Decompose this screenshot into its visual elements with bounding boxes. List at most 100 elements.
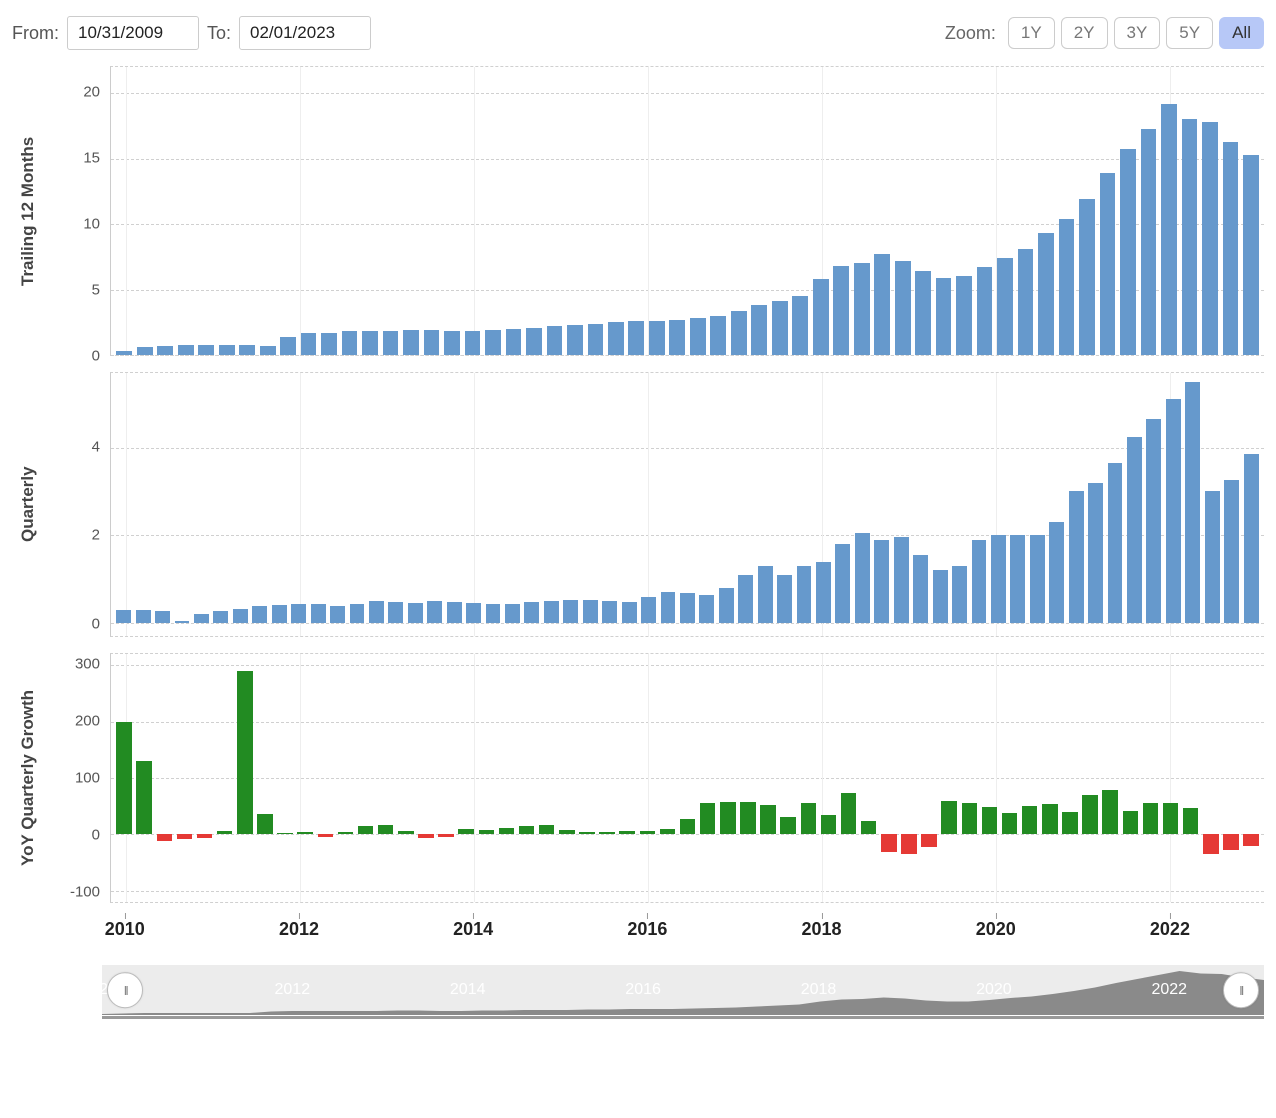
- yoy-bar: [1101, 654, 1119, 902]
- ttm-bar: [260, 346, 276, 355]
- ttm-ylabel: Trailing 12 Months: [12, 66, 44, 356]
- quarterly-bar: [175, 621, 190, 623]
- navigator-track: 2010201220142016201820202022: [102, 965, 1264, 1015]
- xaxis-tick: 2020: [976, 919, 1016, 940]
- ttm-bar: [157, 346, 173, 355]
- ttm-bar: [710, 316, 726, 355]
- zoom-button-1y[interactable]: 1Y: [1008, 17, 1055, 49]
- quarterly-bar: [408, 603, 423, 623]
- quarterly-bar: [583, 600, 598, 623]
- ttm-bar: [833, 266, 849, 355]
- yoy-bar: [759, 654, 777, 902]
- quarterly-bar: [388, 602, 403, 623]
- quarterly-bar: [194, 614, 209, 623]
- quarterly-bar: [466, 603, 481, 623]
- ttm-bar: [137, 347, 153, 355]
- quarterly-bar: [835, 544, 850, 623]
- from-date-input[interactable]: [67, 16, 199, 50]
- yoy-bar: [377, 654, 395, 902]
- quarterly-bar: [602, 601, 617, 623]
- yoy-bar: [980, 654, 998, 902]
- quarterly-bar: [1185, 382, 1200, 623]
- zoom-button-3y[interactable]: 3Y: [1114, 17, 1161, 49]
- ttm-bar: [485, 330, 501, 355]
- ttm-bar: [239, 345, 255, 355]
- to-date-input[interactable]: [239, 16, 371, 50]
- yoy-bar: [1021, 654, 1039, 902]
- quarterly-bar: [544, 601, 559, 623]
- yoy-bar: [357, 654, 375, 902]
- navigator-handle-left[interactable]: II: [107, 972, 143, 1008]
- ttm-bar: [1202, 122, 1218, 355]
- charts-region: Trailing 12 MonthsQuarterlyYoY Quarterly…: [12, 66, 1264, 947]
- yoy-bar: [1121, 654, 1139, 902]
- ttm-bar: [280, 337, 296, 355]
- ttm-bar: [424, 330, 440, 355]
- range-navigator[interactable]: 2010201220142016201820202022 II II: [102, 965, 1264, 1019]
- yoy-bar: [1041, 654, 1059, 902]
- zoom-button-5y[interactable]: 5Y: [1166, 17, 1213, 49]
- quarterly-bar: [1088, 483, 1103, 623]
- ttm-ytick: 5: [92, 282, 100, 299]
- yoy-bar: [1242, 654, 1260, 902]
- ttm-bar: [362, 331, 378, 355]
- ttm-bar: [1141, 129, 1157, 355]
- ttm-bar: [198, 345, 214, 355]
- quarterly-bar: [1205, 491, 1220, 623]
- yoy-bar: [558, 654, 576, 902]
- ttm-bar: [1182, 119, 1198, 355]
- yoy-bar: [155, 654, 173, 902]
- yoy-bar: [276, 654, 294, 902]
- ylabels-column: Trailing 12 MonthsQuarterlyYoY Quarterly…: [12, 66, 44, 947]
- ttm-bar: [1038, 233, 1054, 355]
- quarterly-bar: [155, 611, 170, 623]
- quarterly-bar: [758, 566, 773, 623]
- zoom-button-2y[interactable]: 2Y: [1061, 17, 1108, 49]
- quarterly-bar: [816, 562, 831, 623]
- navigator-handle-right[interactable]: II: [1223, 972, 1259, 1008]
- zoom-button-all[interactable]: All: [1219, 17, 1264, 49]
- ttm-bar: [690, 318, 706, 355]
- ttm-bar: [383, 331, 399, 355]
- to-label: To:: [207, 23, 231, 44]
- quarterly-bar: [136, 610, 151, 623]
- yoy-bar: [638, 654, 656, 902]
- yoy-bar: [719, 654, 737, 902]
- navigator-xtick: 2014: [450, 981, 486, 999]
- ttm-bar: [116, 351, 132, 355]
- ttm-bar: [321, 333, 337, 355]
- yoy-bar: [1202, 654, 1220, 902]
- ttm-bar: [1223, 142, 1239, 355]
- yoy-bar: [518, 654, 536, 902]
- ttm-bar: [1243, 155, 1259, 355]
- ttm-bar: [588, 324, 604, 355]
- quarterly-bar: [913, 555, 928, 623]
- xaxis-tick: 2012: [279, 919, 319, 940]
- zoom-label: Zoom:: [945, 23, 996, 44]
- ttm-plot: [110, 66, 1264, 356]
- quarterly-ytick: 0: [92, 615, 100, 632]
- quarterly-bar: [1049, 522, 1064, 623]
- yoy-ytick: 200: [75, 713, 100, 730]
- navigator-xtick: 2018: [801, 981, 837, 999]
- ttm-bar: [1120, 149, 1136, 355]
- ttm-bar: [854, 263, 870, 355]
- ttm-bar: [751, 305, 767, 355]
- yoy-bar: [477, 654, 495, 902]
- ttm-ytick: 10: [83, 216, 100, 233]
- xaxis-tick: 2010: [105, 919, 145, 940]
- yoy-bar: [679, 654, 697, 902]
- yoy-bar: [1081, 654, 1099, 902]
- quarterly-bar: [116, 610, 131, 623]
- ttm-bar: [628, 321, 644, 355]
- quarterly-bar: [680, 593, 695, 623]
- ttm-bar: [567, 325, 583, 355]
- ttm-bar: [874, 254, 890, 355]
- quarterly-bar: [272, 605, 287, 623]
- quarterly-ylabel: Quarterly: [12, 372, 44, 637]
- yoy-bar: [578, 654, 596, 902]
- quarterly-bar: [252, 606, 267, 623]
- yoy-bar: [1162, 654, 1180, 902]
- quarterly-plot: [110, 372, 1264, 637]
- ttm-bar: [997, 258, 1013, 355]
